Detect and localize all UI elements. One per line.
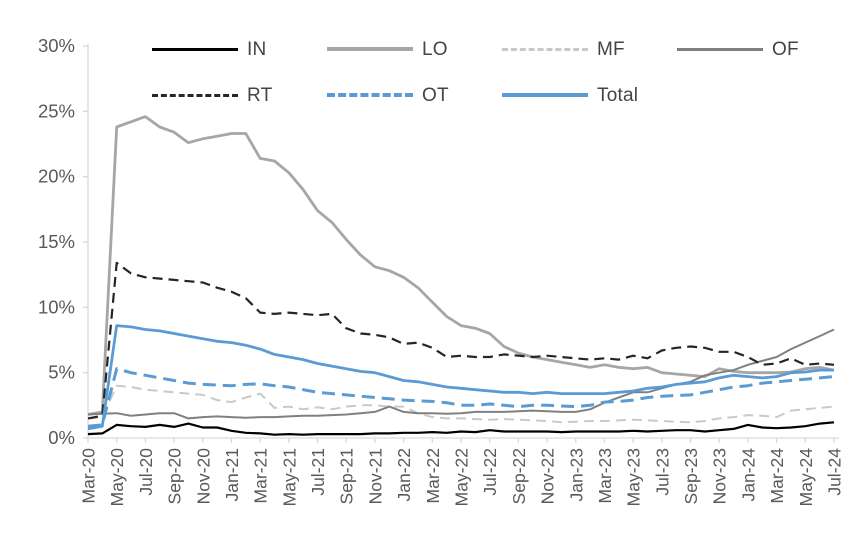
series-line-in	[87, 421, 835, 436]
x-axis-tick-label: Mar-22	[423, 448, 443, 503]
x-axis-tick-label: Nov-23	[710, 448, 730, 504]
x-axis-tick-label: Jan-23	[566, 448, 586, 502]
x-axis-tick-label: Mar-24	[767, 448, 787, 504]
x-axis-tick-label: Mar-23	[595, 448, 615, 503]
x-axis-tick-label: Jul-22	[480, 448, 500, 496]
y-axis-tick-label: 15%	[38, 231, 75, 252]
legend-item-lo: LO	[327, 40, 502, 59]
x-axis-tick-label: Sep-22	[509, 448, 529, 504]
y-axis-tick-label: 30%	[38, 35, 75, 56]
x-axis-tick-label: Nov-21	[365, 448, 385, 504]
legend-row-1: IN LO MF OF	[152, 26, 852, 72]
x-axis-tick-label: Jul-21	[308, 448, 328, 496]
series-line-total	[87, 324, 834, 431]
legend-label-in: IN	[247, 38, 267, 60]
legend-item-in: IN	[152, 40, 327, 59]
legend-line-sample-rt	[152, 93, 238, 97]
series-line-ot	[87, 367, 835, 428]
y-axis-tick-label: 10%	[38, 296, 75, 317]
x-axis-tick-label: Mar-20	[79, 448, 99, 504]
legend-item-ot: OT	[327, 86, 502, 105]
series-line-lo	[87, 115, 835, 416]
x-axis-tick-label: Mar-21	[251, 448, 271, 503]
legend-label-lo: LO	[422, 38, 448, 60]
x-axis-tick-label: Jan-22	[394, 448, 414, 502]
series-line-of	[87, 328, 835, 420]
legend-item-rt: RT	[152, 86, 327, 105]
legend-row-2: RT OT Total	[152, 72, 852, 118]
legend-label-of: OF	[772, 38, 799, 60]
x-axis-tick-label: Jul-20	[136, 448, 156, 496]
legend-label-rt: RT	[247, 84, 273, 106]
series-line-mf	[87, 384, 835, 424]
legend-line-sample-ot	[327, 93, 413, 97]
x-axis-tick-label: Jul-23	[652, 448, 672, 496]
legend-line-sample-of	[677, 47, 763, 51]
legend-item-total: Total	[502, 86, 677, 105]
x-axis-tick-label: May-20	[107, 448, 127, 507]
y-axis-tick-label: 0%	[48, 427, 75, 448]
y-axis-tick-label: 25%	[38, 100, 75, 121]
x-axis-tick-label: Jan-21	[222, 448, 242, 502]
legend-line-sample-mf	[502, 47, 588, 51]
x-axis-tick-label: Sep-20	[165, 448, 185, 505]
x-axis-tick-label: Sep-21	[337, 448, 357, 504]
legend-line-sample-total	[502, 93, 588, 97]
chart-legend: IN LO MF OF RT OT	[152, 26, 852, 118]
legend-line-sample-lo	[327, 47, 413, 51]
x-axis-tick-label: May-24	[796, 448, 816, 507]
x-axis-tick-label: Jan-24	[738, 448, 758, 502]
legend-item-of: OF	[677, 40, 852, 59]
legend-label-total: Total	[597, 84, 639, 106]
legend-label-mf: MF	[597, 38, 625, 60]
legend-item-mf: MF	[502, 40, 677, 59]
x-axis-tick-label: Jul-24	[825, 448, 845, 496]
x-axis-tick-label: May-21	[279, 448, 299, 506]
y-axis-tick-label: 20%	[38, 166, 75, 187]
x-axis-tick-label: Nov-22	[538, 448, 558, 504]
x-axis-tick-label: Nov-20	[193, 448, 213, 505]
x-axis-tick-label: May-23	[624, 448, 644, 506]
legend-line-sample-in	[152, 47, 238, 51]
legend-label-ot: OT	[422, 84, 449, 106]
x-axis-tick-label: Sep-23	[681, 448, 701, 504]
y-axis-tick-label: 5%	[48, 362, 75, 383]
series-line-rt	[87, 261, 835, 420]
x-axis-tick-label: May-22	[452, 448, 472, 506]
